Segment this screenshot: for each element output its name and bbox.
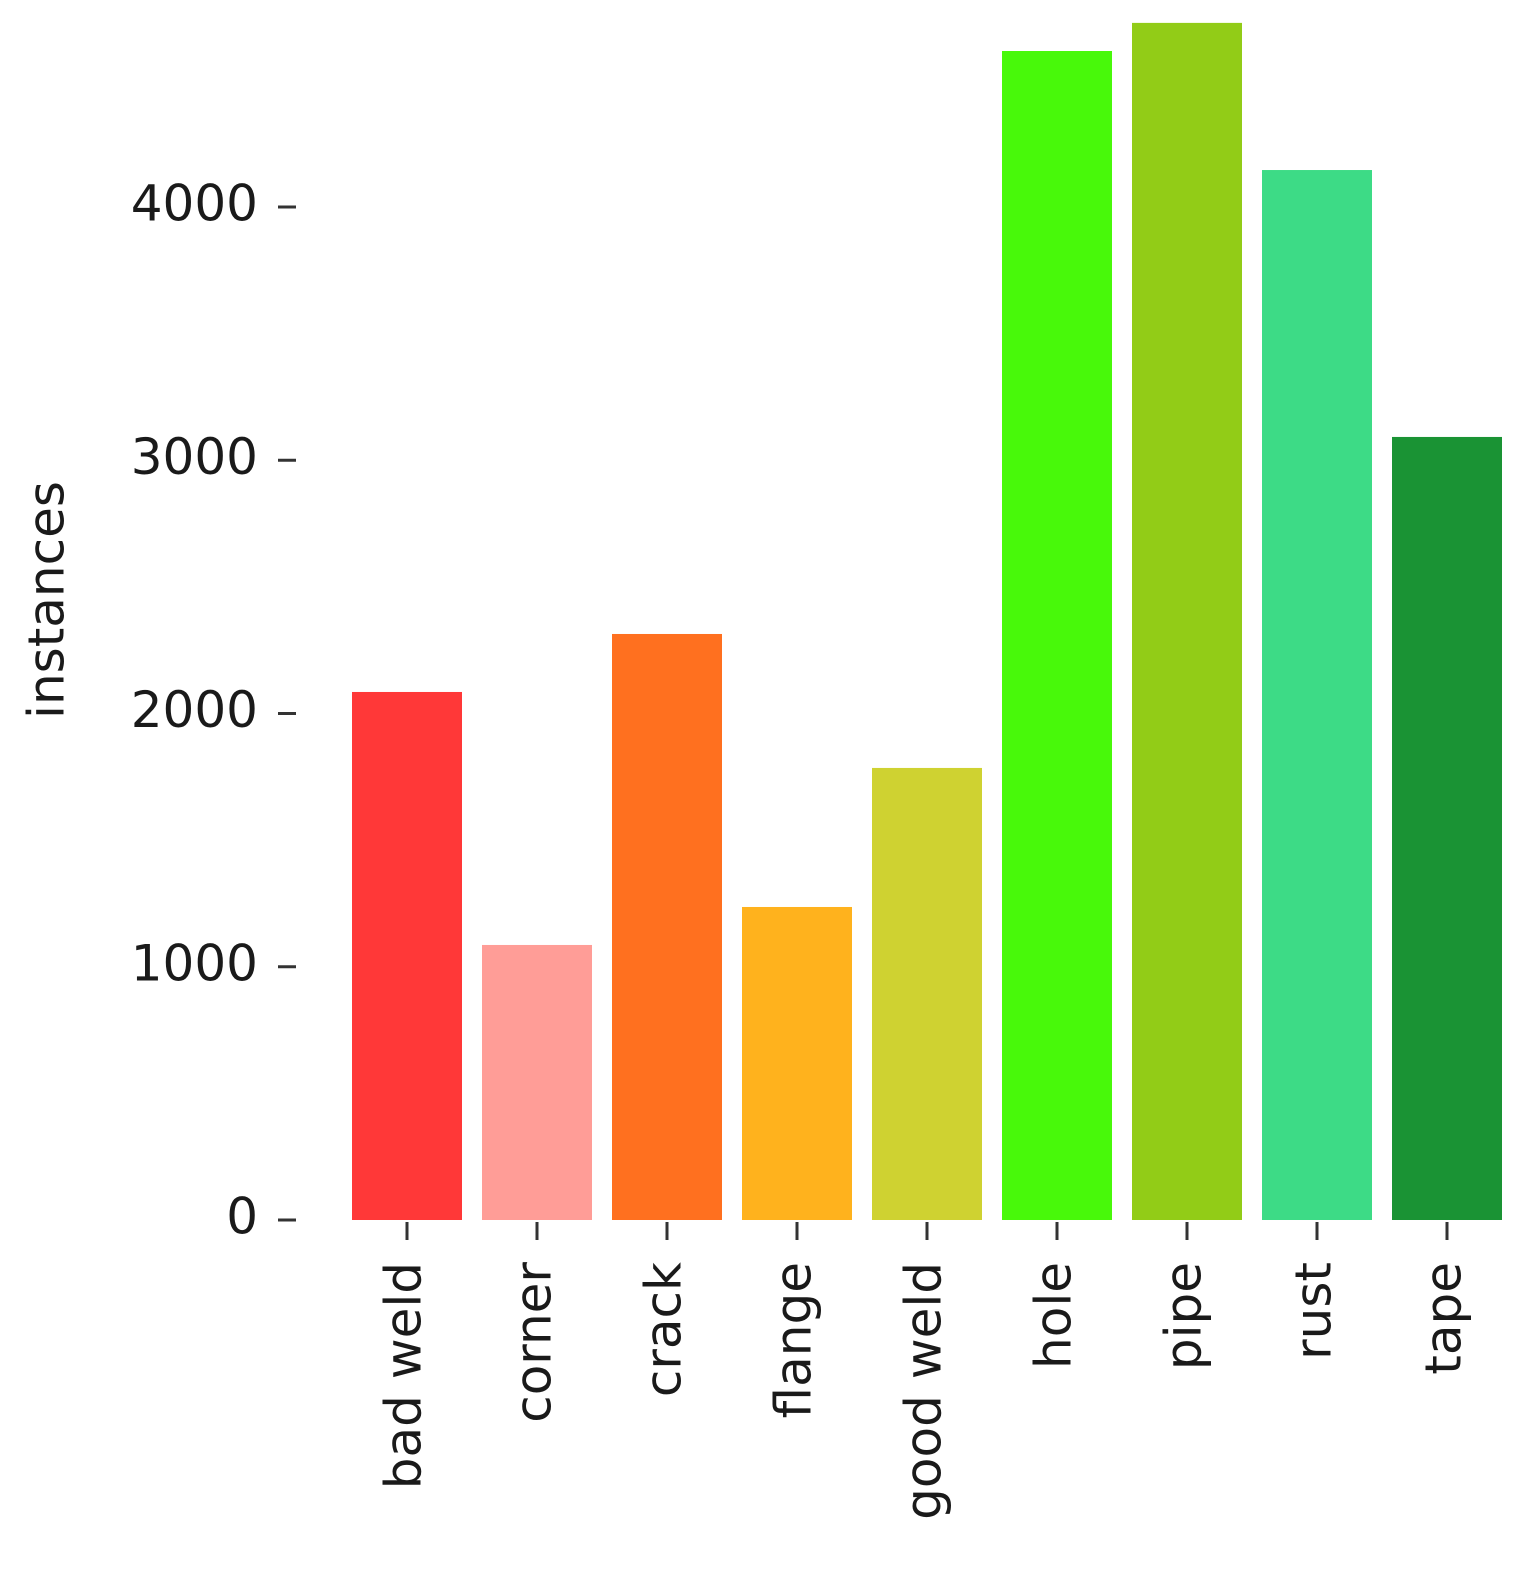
- y-axis-label: instances: [18, 481, 76, 719]
- bar: [1392, 436, 1502, 1220]
- x-tick-label: tape: [1415, 1262, 1473, 1375]
- x-tick-label: bad weld: [375, 1262, 433, 1489]
- y-tick-label: 1000: [131, 934, 258, 992]
- x-tick-label: hole: [1025, 1262, 1083, 1369]
- bar: [612, 633, 722, 1220]
- x-tick-label: crack: [635, 1262, 693, 1397]
- y-tick-label: 2000: [131, 681, 258, 739]
- y-tick-label: 4000: [131, 175, 258, 233]
- bar: [1002, 50, 1112, 1220]
- bar: [742, 906, 852, 1220]
- x-tick-label: pipe: [1155, 1262, 1213, 1370]
- bar: [482, 944, 592, 1220]
- bar: [1132, 22, 1242, 1221]
- bar: [1262, 170, 1372, 1220]
- x-tick-label: corner: [505, 1262, 563, 1423]
- x-tick-label: rust: [1285, 1262, 1343, 1360]
- x-tick-label: good weld: [895, 1262, 953, 1520]
- x-tick-label: flange: [765, 1262, 823, 1418]
- bar: [872, 767, 982, 1220]
- y-tick-label: 0: [226, 1188, 258, 1246]
- y-tick-label: 3000: [131, 428, 258, 486]
- bar: [352, 691, 462, 1220]
